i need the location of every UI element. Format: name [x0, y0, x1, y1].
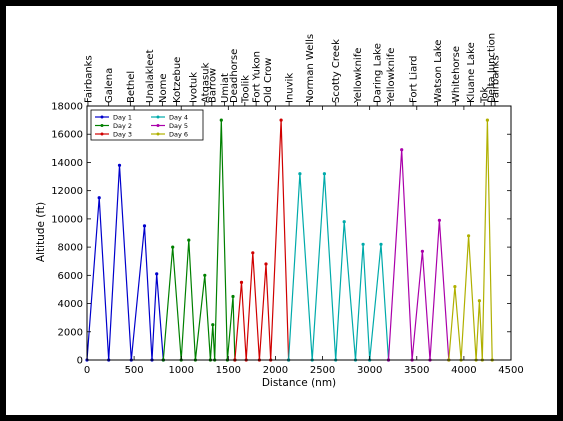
- place-label: Inuvik: [285, 73, 296, 103]
- data-point: [211, 323, 215, 327]
- data-point: [239, 280, 244, 284]
- y-tick-label: 4000: [58, 299, 83, 310]
- x-tick-label: 2000: [263, 365, 288, 376]
- data-point: [477, 299, 481, 303]
- x-tick-label: 2500: [310, 365, 335, 376]
- legend-label: Day 6: [169, 131, 188, 139]
- series-line-day-3: [234, 120, 290, 361]
- place-label: Tok: [480, 86, 491, 104]
- place-label: Scotty Creek: [331, 39, 342, 103]
- legend-label: Day 1: [113, 114, 132, 122]
- place-label: Old Crow: [263, 58, 274, 103]
- data-point: [264, 262, 268, 266]
- y-tick-label: 8000: [58, 243, 83, 254]
- data-point: [485, 118, 489, 122]
- data-point: [187, 238, 191, 242]
- legend-marker: [100, 115, 104, 119]
- legend-label: Day 3: [113, 131, 132, 139]
- data-point: [453, 285, 457, 289]
- data-point: [171, 245, 175, 249]
- series-line-day-1: [86, 165, 164, 361]
- place-label: Norman Wells: [305, 34, 316, 103]
- place-label: Galena: [104, 68, 115, 103]
- place-label: Bethel: [126, 71, 137, 103]
- y-tick-label: 2000: [58, 327, 83, 338]
- series-line-day-5: [387, 149, 450, 361]
- y-tick-label: 12000: [51, 186, 83, 197]
- place-label: Kluane Lake: [466, 42, 477, 103]
- x-tick-label: 1500: [216, 365, 241, 376]
- data-point: [298, 172, 302, 176]
- data-point: [203, 273, 207, 277]
- place-label: Ivotuk: [189, 72, 200, 103]
- legend-marker: [156, 132, 160, 136]
- legend-label: Day 2: [113, 122, 132, 130]
- data-point: [117, 163, 122, 167]
- legend-marker: [100, 124, 104, 127]
- y-tick-label: 10000: [51, 214, 83, 225]
- place-label: Watson Lake: [433, 40, 444, 103]
- data-point: [342, 220, 346, 224]
- legend-box: [90, 109, 204, 141]
- x-tick-label: 500: [125, 365, 144, 376]
- data-point: [379, 242, 383, 246]
- place-label: Unalakleet: [145, 49, 156, 103]
- data-point: [97, 196, 101, 200]
- plot-frame: [86, 105, 512, 361]
- place-label: Kotzebue: [172, 57, 183, 103]
- y-axis-label: Altitude (ft): [35, 202, 47, 262]
- place-label: Nome: [158, 74, 169, 104]
- place-label: Fort Liard: [409, 56, 420, 104]
- data-point: [467, 234, 471, 238]
- data-point: [155, 272, 159, 276]
- y-tick-label: 14000: [51, 158, 83, 169]
- series-line-day-4: [288, 173, 390, 361]
- place-label: Atqasuk: [200, 62, 211, 103]
- x-axis-label: Distance (nm): [262, 377, 336, 389]
- data-point: [420, 249, 424, 253]
- data-point: [231, 294, 235, 299]
- series-line-day-6: [448, 120, 493, 361]
- data-point: [322, 172, 326, 176]
- legend-marker: [156, 115, 160, 119]
- y-tick-label: 6000: [58, 271, 83, 282]
- x-tick-label: 1000: [168, 365, 193, 376]
- place-label: Deadhorse: [229, 49, 240, 103]
- y-tick-label: 18000: [51, 102, 83, 113]
- place-label: Daring Lake: [373, 43, 384, 103]
- y-tick-label: 0: [77, 356, 83, 367]
- place-label: Fairbanks: [83, 55, 94, 103]
- place-label: Whitehorse: [451, 46, 462, 103]
- x-tick-label: 3500: [404, 365, 429, 376]
- place-label: Yellowknife: [353, 48, 364, 104]
- legend-label: Day 4: [169, 114, 188, 122]
- legend-marker: [156, 124, 160, 127]
- place-label: Barrow: [207, 68, 218, 103]
- place-label: Fort Yukon: [252, 51, 263, 103]
- legend-label: Day 5: [169, 122, 188, 130]
- x-tick-label: 4000: [451, 365, 476, 376]
- place-label: Toolik: [240, 75, 251, 104]
- data-point: [279, 118, 283, 122]
- place-label: Umiat: [220, 73, 231, 103]
- x-tick-label: 3000: [357, 365, 382, 376]
- data-point: [251, 251, 255, 255]
- series-line-day-2: [162, 120, 236, 361]
- legend-marker: [100, 132, 104, 136]
- place-label: Fairbanks: [491, 55, 502, 103]
- data-point: [219, 118, 223, 122]
- x-tick-label: 4500: [498, 365, 523, 376]
- place-label: Yellowknife: [386, 48, 397, 104]
- y-tick-label: 16000: [51, 130, 83, 141]
- data-point: [400, 148, 404, 152]
- data-point: [437, 218, 441, 222]
- data-point: [361, 242, 365, 246]
- x-tick-label: 0: [84, 365, 90, 376]
- place-label: Delta Junction: [487, 33, 498, 103]
- data-point: [142, 224, 147, 228]
